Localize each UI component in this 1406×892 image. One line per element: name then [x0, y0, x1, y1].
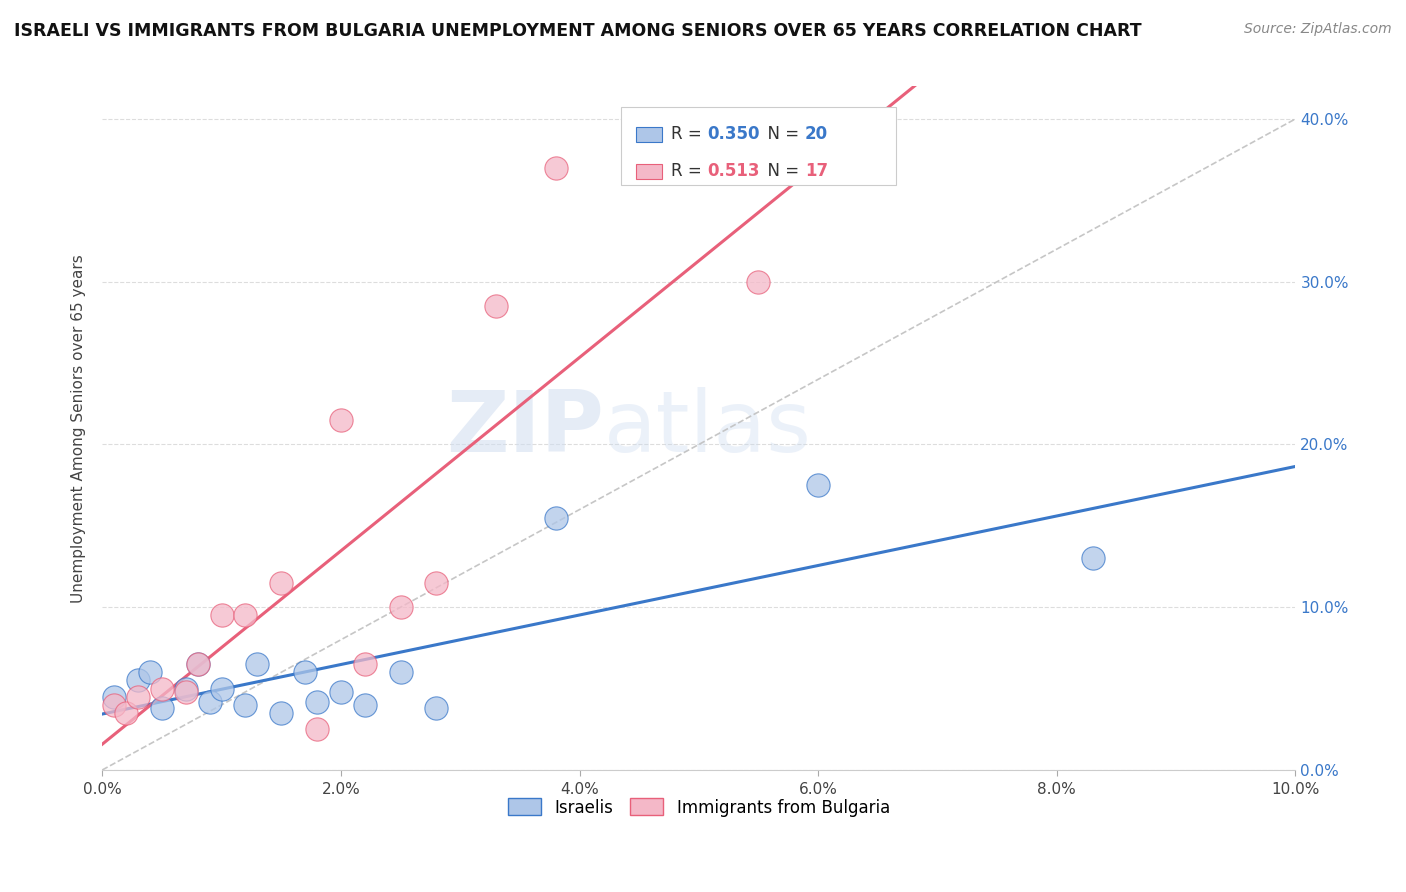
Point [807, 478, 830, 492]
Point [353, 698, 375, 712]
Text: 17: 17 [806, 162, 828, 180]
Point [353, 657, 375, 672]
Point [485, 299, 508, 313]
Text: ZIP: ZIP [446, 386, 603, 470]
Text: Source: ZipAtlas.com: Source: ZipAtlas.com [1244, 22, 1392, 37]
Point [544, 510, 567, 524]
Point [127, 673, 149, 688]
Point [103, 690, 125, 704]
Point [198, 695, 221, 709]
Text: 20: 20 [806, 126, 828, 144]
Point [747, 275, 769, 289]
Point [150, 681, 173, 696]
Point [329, 685, 352, 699]
Point [305, 695, 328, 709]
Point [329, 413, 352, 427]
Point [389, 665, 412, 680]
Point [425, 701, 447, 715]
Point [235, 608, 257, 623]
Legend: Israelis, Immigrants from Bulgaria: Israelis, Immigrants from Bulgaria [501, 792, 897, 823]
Point [305, 723, 328, 737]
FancyBboxPatch shape [621, 107, 896, 186]
Point [270, 575, 292, 590]
Point [150, 701, 173, 715]
Text: ISRAELI VS IMMIGRANTS FROM BULGARIA UNEMPLOYMENT AMONG SENIORS OVER 65 YEARS COR: ISRAELI VS IMMIGRANTS FROM BULGARIA UNEM… [14, 22, 1142, 40]
Point [211, 681, 233, 696]
Point [246, 657, 269, 672]
Point [115, 706, 138, 720]
Text: N =: N = [758, 162, 804, 180]
Point [544, 161, 567, 175]
Point [103, 698, 125, 712]
Text: R =: R = [672, 126, 707, 144]
Point [174, 681, 197, 696]
Text: N =: N = [758, 126, 804, 144]
Point [127, 690, 149, 704]
Point [187, 657, 209, 672]
FancyBboxPatch shape [636, 164, 662, 179]
FancyBboxPatch shape [636, 127, 662, 142]
Point [294, 665, 316, 680]
Text: 0.513: 0.513 [707, 162, 759, 180]
Point [211, 608, 233, 623]
Point [1081, 551, 1104, 566]
Point [187, 657, 209, 672]
Point [174, 685, 197, 699]
Point [270, 706, 292, 720]
Text: 0.350: 0.350 [707, 126, 759, 144]
Y-axis label: Unemployment Among Seniors over 65 years: Unemployment Among Seniors over 65 years [72, 254, 86, 603]
Point [389, 600, 412, 615]
Point [235, 698, 257, 712]
Text: atlas: atlas [603, 386, 811, 470]
Point [139, 665, 162, 680]
Point [425, 575, 447, 590]
Text: R =: R = [672, 162, 707, 180]
